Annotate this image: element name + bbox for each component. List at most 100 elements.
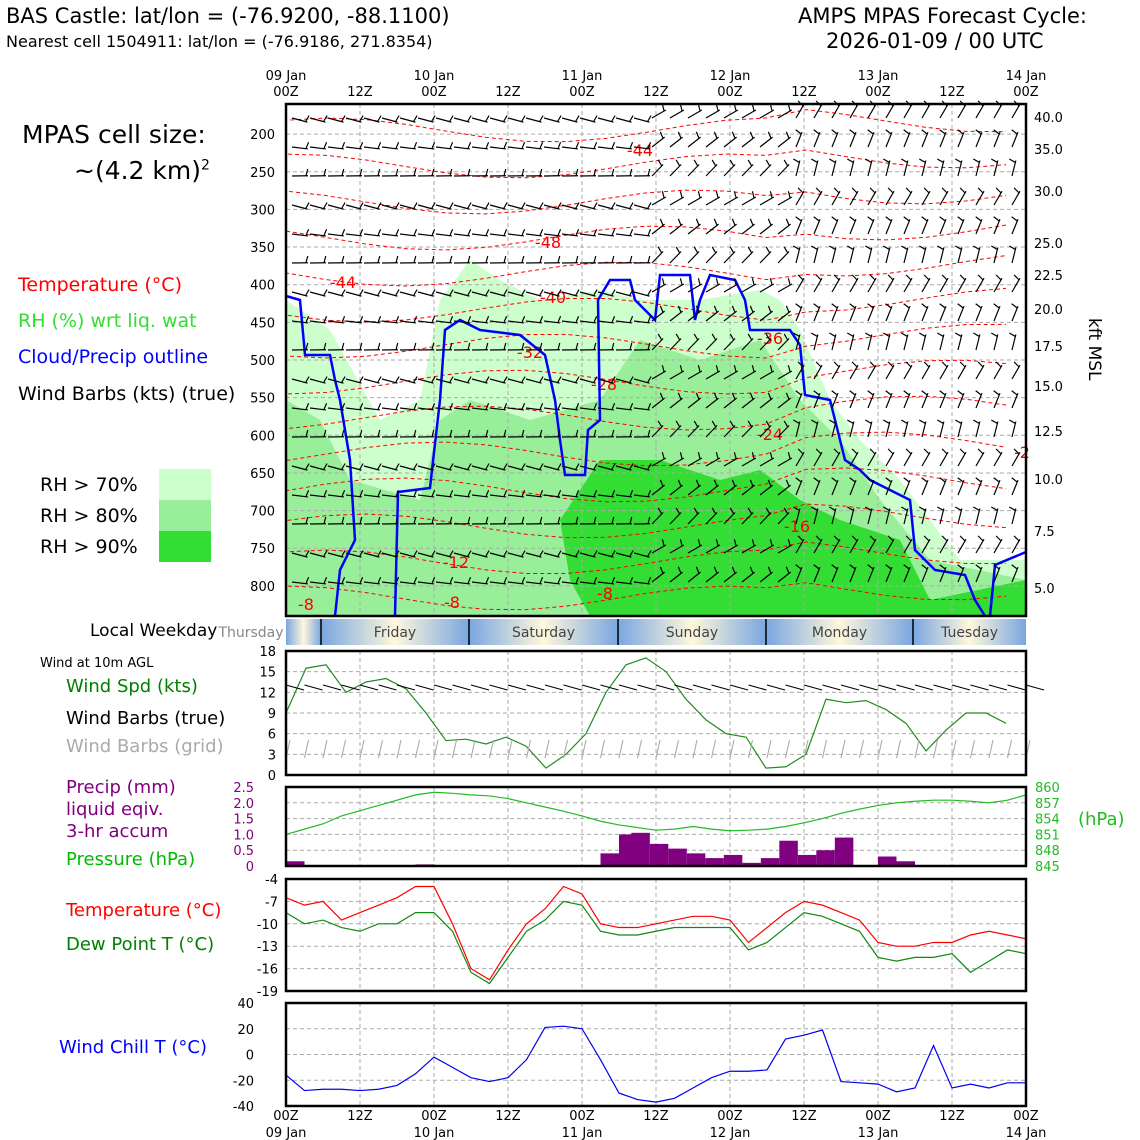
wind-barb-grid xyxy=(488,739,495,759)
wind-barb-flag xyxy=(900,506,908,511)
wind-barb-flag xyxy=(1011,477,1018,483)
wind-barb-grid xyxy=(951,739,957,759)
wind-barb-flag xyxy=(467,229,472,236)
wind-barb-flag xyxy=(792,506,800,511)
wind-barb xyxy=(867,538,877,554)
wind-barb-flag xyxy=(749,392,754,400)
wind-barb xyxy=(795,247,801,264)
precip-bar xyxy=(834,837,854,866)
wind-barb-flag xyxy=(611,142,616,149)
pressure-tick-label: 200 xyxy=(250,128,275,143)
wind-barb-flag xyxy=(647,202,652,209)
wind-barb xyxy=(435,233,452,237)
wind-barb-flag xyxy=(377,316,382,323)
wind-barb-flag xyxy=(864,419,872,424)
pressure-tick-label: 750 xyxy=(250,542,275,557)
wind-barb-flag xyxy=(377,403,382,410)
wind-barb-grid xyxy=(414,739,421,759)
wind-barb xyxy=(1011,479,1019,496)
wind-barb-flag xyxy=(377,577,382,584)
wind-barb xyxy=(849,131,857,148)
wind-barb-flag xyxy=(305,289,310,296)
wind-barb xyxy=(957,479,965,496)
wind-barb xyxy=(381,320,398,324)
wind-barb xyxy=(849,103,859,119)
pressure-tick-label: 400 xyxy=(250,279,275,294)
wind-barb xyxy=(813,392,821,409)
wind-barb xyxy=(957,451,967,467)
weekday-cell xyxy=(913,619,1026,645)
wind-barb xyxy=(741,283,757,293)
wind-barb-flag xyxy=(503,202,508,209)
wind-barb-flag xyxy=(611,490,616,497)
wind-barb-flag xyxy=(693,246,699,254)
wind-barb-flag xyxy=(864,158,872,163)
wind-barb-flag xyxy=(413,376,418,383)
wind-barb xyxy=(903,103,913,119)
wind-speed-tick: 9 xyxy=(268,707,276,722)
wind-barb xyxy=(597,494,614,498)
wind-barb xyxy=(975,190,985,206)
wind-barb-flag xyxy=(733,452,737,460)
wind-barb xyxy=(417,146,434,150)
kft-tick-label: 12.5 xyxy=(1034,425,1063,440)
wind-barb xyxy=(291,494,308,498)
wind-barb xyxy=(669,397,683,409)
wind-barb-grid xyxy=(581,739,587,759)
wind-barb-flag xyxy=(797,535,804,542)
wind-barb xyxy=(705,283,721,293)
wind-barb-flag xyxy=(815,535,822,542)
wind-barb xyxy=(381,494,398,498)
wind-barb-grid xyxy=(618,739,624,759)
wind-barb-flag xyxy=(995,361,1002,368)
wind-barb xyxy=(705,251,718,264)
wind-barb-true xyxy=(600,684,619,691)
wind-barb-flag xyxy=(305,516,309,524)
wind-barb xyxy=(399,291,416,297)
wind-barb-flag xyxy=(359,168,363,176)
wind-barb xyxy=(705,425,718,438)
wind-barb xyxy=(921,305,929,322)
cloud-outline xyxy=(285,294,357,617)
wind-barb xyxy=(543,291,560,297)
wind-barb xyxy=(903,508,909,525)
wind-barb-flag xyxy=(849,477,856,483)
wind-barb-flag xyxy=(305,577,310,584)
wind-barb xyxy=(453,407,470,411)
wind-barb xyxy=(687,283,703,293)
pressure-label: Pressure (hPa) xyxy=(66,849,196,870)
wind-barb xyxy=(813,247,819,264)
wind-barb-flag xyxy=(677,392,682,400)
wind-barb-flag xyxy=(341,490,346,497)
wind-barb-flag xyxy=(715,191,719,199)
pressure-tick: 860 xyxy=(1035,781,1060,796)
wind-barb-flag xyxy=(431,550,436,557)
wind-barb-flag xyxy=(749,218,754,226)
wind-barb-flag xyxy=(900,332,908,337)
wind-barb xyxy=(615,552,632,558)
wind-barb xyxy=(651,425,664,438)
wind-barb-flag xyxy=(903,216,910,222)
wind-barb xyxy=(651,136,665,148)
wind-barb-flag xyxy=(797,274,804,281)
wind-barb xyxy=(849,247,855,264)
wind-barb xyxy=(435,291,452,297)
wind-barb-flag xyxy=(747,246,753,254)
wind-barb xyxy=(867,392,875,409)
wind-barb xyxy=(543,581,560,585)
wind-barb xyxy=(579,291,596,297)
wind-barb xyxy=(363,378,380,384)
wind-barb-flag xyxy=(659,392,664,400)
wind-barb-flag xyxy=(659,305,664,313)
wind-barb xyxy=(615,117,632,123)
wind-barb xyxy=(705,164,718,177)
wind-barb-flag xyxy=(305,229,310,236)
wind-barb-flag xyxy=(575,403,580,410)
forecast-cycle-label: AMPS MPAS Forecast Cycle: xyxy=(798,4,1087,28)
wind-barb-flag xyxy=(611,463,616,470)
wind-barb-flag xyxy=(936,506,944,511)
wind-barb xyxy=(975,160,981,177)
wind-barb-flag xyxy=(675,159,681,167)
wind-barb-flag xyxy=(431,255,435,263)
wind-barb-flag xyxy=(575,490,580,497)
